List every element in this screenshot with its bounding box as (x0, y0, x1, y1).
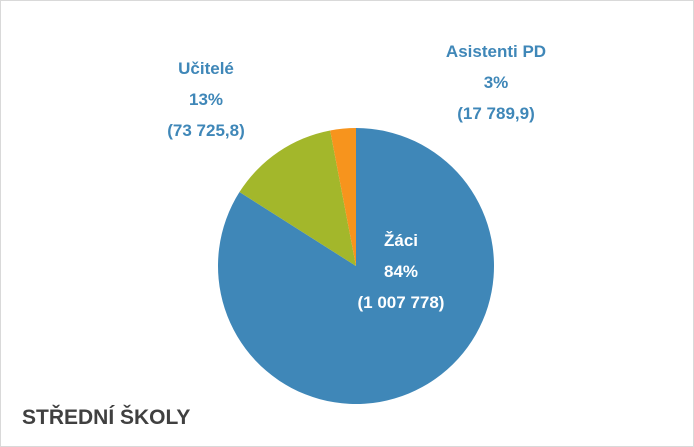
label-amount: (1 007 778) (357, 293, 445, 312)
pie-slice (330, 128, 356, 266)
label-category: Asistenti PD (445, 42, 547, 61)
label-category: Žáci (383, 231, 419, 250)
label-percent: 3% (483, 73, 509, 92)
label-amount: (17 789,9) (457, 104, 535, 123)
label-percent: 13% (188, 90, 224, 109)
label-category: Učitelé (178, 59, 234, 78)
label-percent: 84% (383, 262, 419, 281)
pie-slice (239, 130, 356, 266)
chart-title: STŘEDNÍ ŠKOLY (22, 406, 191, 429)
data-label: Asistenti PD 3% (17 789,9) (431, 36, 561, 129)
label-amount: (73 725,8) (167, 121, 245, 140)
data-label: Učitelé 13% (73 725,8) (141, 53, 271, 146)
data-label: Žáci 84% (1 007 778) (356, 225, 446, 318)
